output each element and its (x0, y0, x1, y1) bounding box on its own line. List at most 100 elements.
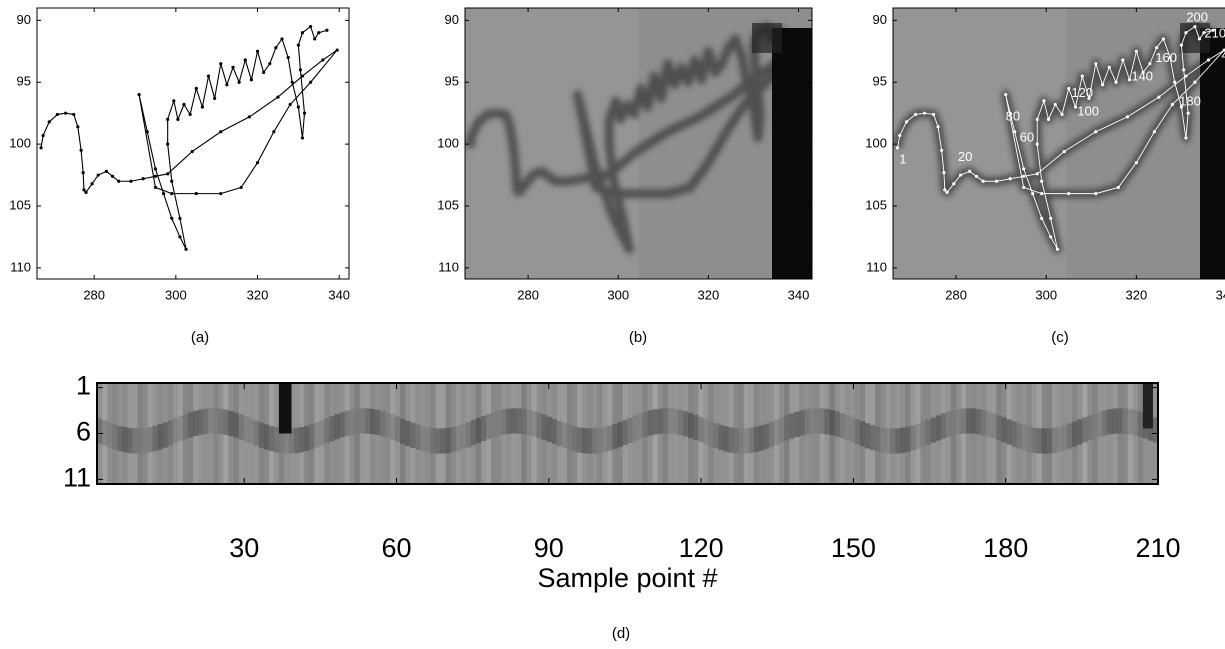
heatmap-band (415, 424, 421, 450)
trajectory-point (1173, 80, 1177, 84)
heatmap-band (895, 428, 901, 454)
y-tick-label: 11 (63, 463, 91, 493)
trajectory-point (1053, 102, 1057, 107)
x-tick-label: 340 (788, 287, 810, 302)
x-tick-label: 120 (679, 533, 724, 563)
x-tick-label: 300 (1035, 287, 1057, 302)
heatmap-band (354, 408, 361, 434)
trajectory-point (1008, 177, 1012, 181)
heatmap-band (344, 410, 351, 436)
heatmap-band (597, 427, 603, 454)
heatmap-band (794, 411, 800, 438)
trajectory-point (1067, 86, 1071, 91)
heatmap-band (475, 417, 482, 444)
heatmap-band (1011, 421, 1018, 447)
x-axis-label: Sample point # (537, 563, 717, 593)
trajectory-point (1060, 112, 1064, 117)
plot-area (97, 383, 1158, 484)
trajectory-point (317, 31, 321, 35)
trajectory-point (184, 247, 188, 251)
panel-caption: (d) (612, 625, 630, 642)
trajectory-point (153, 174, 158, 178)
heatmap-band (885, 428, 891, 454)
heatmap-band (410, 422, 416, 449)
heatmap-band (768, 421, 775, 448)
trajectory-point (182, 102, 186, 107)
trajectory-point (300, 31, 305, 35)
y-tick-label: 105 (9, 197, 31, 212)
trajectory-point (76, 125, 80, 129)
heatmap-band (1132, 410, 1139, 436)
heatmap-band (506, 408, 512, 434)
heatmap-band (1036, 428, 1043, 454)
trajectory-point (129, 179, 133, 183)
x-tick-label: 320 (697, 287, 719, 302)
heatmap-band (910, 425, 916, 451)
trajectory-line (40, 25, 338, 250)
y-tick-label: 90 (445, 12, 459, 27)
trajectory-point (995, 179, 999, 183)
trajectory-point (239, 185, 243, 190)
trajectory-point (1152, 130, 1156, 134)
trajectory-point (272, 130, 276, 134)
heatmap-band (1122, 408, 1129, 434)
heatmap-band (753, 426, 760, 452)
trajectory-point (1035, 172, 1039, 176)
heatmap-band (334, 414, 341, 440)
heatmap-band (728, 427, 735, 453)
heatmap-band (339, 412, 346, 438)
heatmap-band (935, 415, 942, 441)
trajectory-point (172, 99, 176, 103)
trajectory-point (231, 65, 235, 69)
heatmap-band (374, 409, 381, 436)
heatmap-band (208, 408, 214, 434)
x-tick-label: 300 (165, 287, 187, 302)
heatmap-band (531, 411, 538, 437)
trajectory-point (1127, 78, 1132, 82)
heatmap-band (425, 427, 431, 453)
trajectory-point (1121, 58, 1125, 62)
heatmap-band (875, 426, 881, 452)
trajectory-point (194, 192, 198, 196)
heatmap-band (652, 409, 659, 435)
heatmap-band (622, 419, 628, 446)
heatmap-band (683, 411, 689, 437)
trajectory-point (194, 86, 198, 91)
trajectory-point (952, 182, 956, 186)
y-tick-label: 95 (873, 74, 887, 89)
heatmap-band (814, 408, 820, 434)
trajectory-point (1157, 95, 1161, 99)
heatmap-band (1152, 417, 1158, 443)
trajectory-point (313, 37, 317, 41)
heatmap-band (546, 416, 553, 442)
heatmap-band (470, 420, 477, 446)
trajectory-point (170, 216, 174, 220)
heatmap-band (708, 421, 714, 447)
x-tick-label: 210 (1135, 533, 1180, 563)
point-annotation: 140 (1131, 69, 1153, 84)
trajectory-point (268, 62, 272, 66)
heatmap-band (122, 427, 128, 453)
trajectory-point (1184, 74, 1188, 78)
trajectory-point (1080, 74, 1084, 78)
trajectory-point (72, 112, 76, 117)
heatmap-band (314, 422, 320, 448)
trajectory-point (1035, 117, 1039, 121)
heatmap-band (445, 427, 452, 454)
trajectory-point (84, 190, 88, 194)
trajectory-point (1134, 49, 1138, 53)
trajectory-point (243, 58, 247, 62)
trajectory-point (96, 173, 100, 177)
trajectory-point (178, 216, 182, 220)
heatmap-band (844, 415, 851, 441)
heatmap-band (203, 408, 209, 434)
y-tick-label: 105 (437, 197, 459, 212)
heatmap-band (678, 409, 684, 436)
trajectory-point (170, 192, 174, 196)
heatmap-band (455, 425, 462, 451)
heatmap-band (915, 423, 922, 449)
x-tick-label: 90 (534, 533, 564, 563)
trajectory-point (298, 68, 303, 72)
point-annotation: 200 (1186, 9, 1208, 24)
